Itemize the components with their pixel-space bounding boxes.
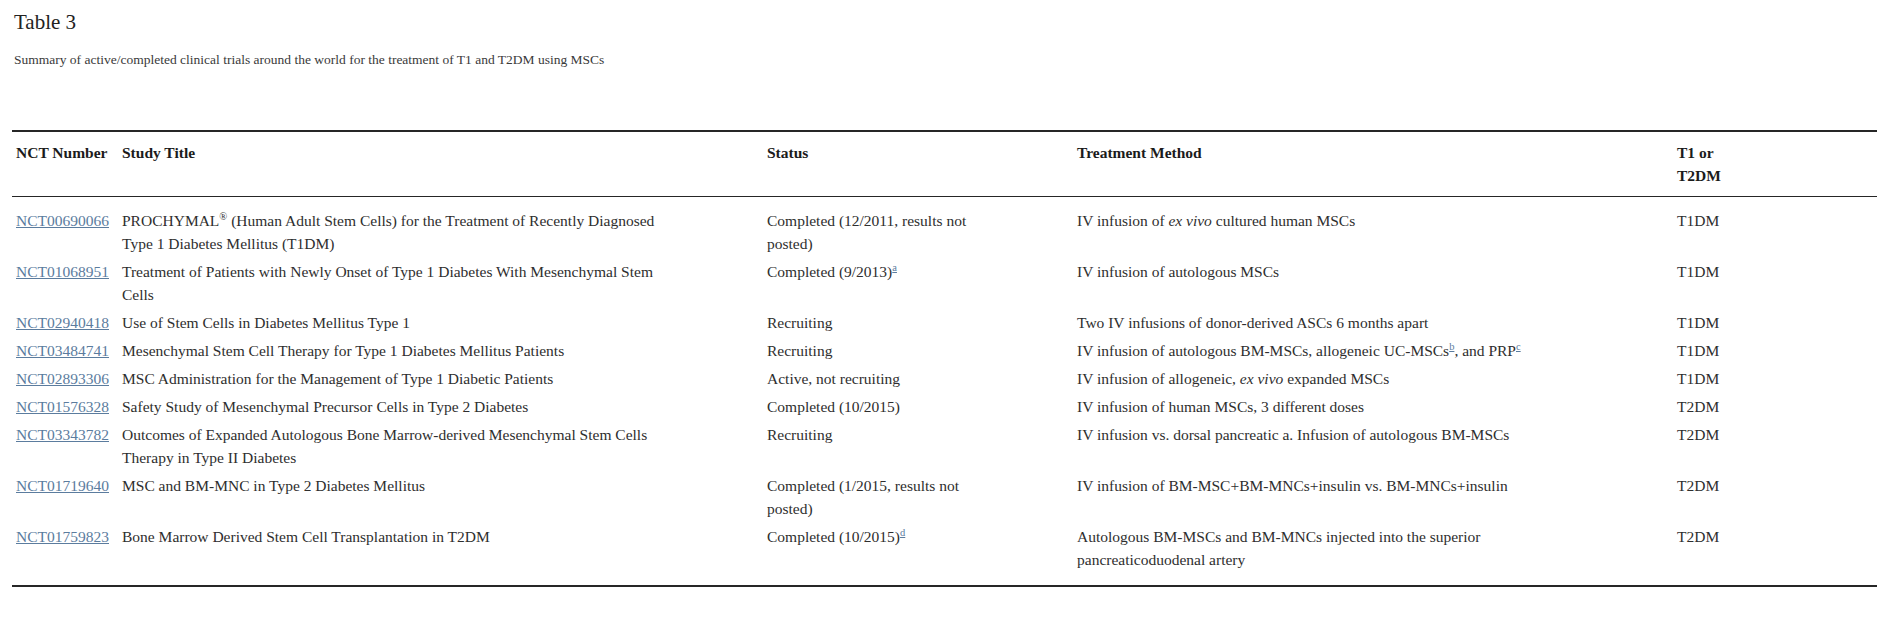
column-header: NCT Number [12, 131, 122, 197]
nct-number-cell: NCT00690066 [12, 197, 122, 259]
table-row: NCT03343782 Outcomes of Expanded Autologo… [12, 421, 1877, 472]
table-row: NCT03484741 Mesenchymal Stem Cell Therapy… [12, 337, 1877, 365]
nct-number-cell: NCT01576328 [12, 393, 122, 421]
nct-number-cell: NCT02893306 [12, 365, 122, 393]
table-body: NCT00690066 PROCHYMAL® (Human Adult Stem … [12, 197, 1877, 587]
nct-number-cell: NCT01068951 [12, 258, 122, 309]
nct-link[interactable]: NCT01576328 [16, 398, 109, 415]
status-cell: Completed (1/2015, results not posted) [767, 472, 1077, 523]
status-cell: Recruiting [767, 421, 1077, 472]
status-cell: Completed (10/2015)d [767, 523, 1077, 586]
table-row: NCT02893306 MSC Administration for the Ma… [12, 365, 1877, 393]
column-header: Treatment Method [1077, 131, 1677, 197]
status-cell: Active, not recruiting [767, 365, 1077, 393]
table-caption: Summary of active/completed clinical tri… [14, 52, 1878, 68]
registered-mark: ® [219, 211, 227, 222]
nct-link[interactable]: NCT01068951 [16, 263, 109, 280]
treatment-method-cell: IV infusion of autologous BM-MSCs, allog… [1077, 337, 1677, 365]
clinical-trials-table: NCT NumberStudy TitleStatusTreatment Met… [12, 130, 1877, 587]
footnote-link[interactable]: c [1516, 341, 1521, 352]
diabetes-type-cell: T2DM [1677, 472, 1877, 523]
study-title-cell: PROCHYMAL® (Human Adult Stem Cells) for … [122, 197, 767, 259]
column-header: Status [767, 131, 1077, 197]
status-cell: Recruiting [767, 309, 1077, 337]
nct-link[interactable]: NCT00690066 [16, 212, 109, 229]
study-title-cell: Bone Marrow Derived Stem Cell Transplant… [122, 523, 767, 586]
nct-link[interactable]: NCT02940418 [16, 314, 109, 331]
study-title-cell: MSC Administration for the Management of… [122, 365, 767, 393]
diabetes-type-cell: T2DM [1677, 421, 1877, 472]
table-row: NCT01576328 Safety Study of Mesenchymal P… [12, 393, 1877, 421]
status-cell: Recruiting [767, 337, 1077, 365]
treatment-method-cell: IV infusion of autologous MSCs [1077, 258, 1677, 309]
table-row: NCT02940418 Use of Stem Cells in Diabetes… [12, 309, 1877, 337]
treatment-method-cell: IV infusion of human MSCs, 3 different d… [1077, 393, 1677, 421]
treatment-method-cell: IV infusion of allogeneic, ex vivo expan… [1077, 365, 1677, 393]
treatment-method-cell: IV infusion vs. dorsal pancreatic a. Inf… [1077, 421, 1677, 472]
nct-link[interactable]: NCT03343782 [16, 426, 109, 443]
study-title-cell: Mesenchymal Stem Cell Therapy for Type 1… [122, 337, 767, 365]
nct-number-cell: NCT03484741 [12, 337, 122, 365]
study-title-cell: MSC and BM-MNC in Type 2 Diabetes Mellit… [122, 472, 767, 523]
nct-number-cell: NCT01719640 [12, 472, 122, 523]
status-cell: Completed (12/2011, results not posted) [767, 197, 1077, 259]
diabetes-type-cell: T1DM [1677, 365, 1877, 393]
footnote-link[interactable]: d [900, 527, 905, 538]
diabetes-type-cell: T1DM [1677, 337, 1877, 365]
nct-number-cell: NCT03343782 [12, 421, 122, 472]
table-row: NCT01719640 MSC and BM-MNC in Type 2 Diab… [12, 472, 1877, 523]
diabetes-type-cell: T2DM [1677, 523, 1877, 586]
nct-link[interactable]: NCT01719640 [16, 477, 109, 494]
treatment-method-cell: IV infusion of BM-MSC+BM-MNCs+insulin vs… [1077, 472, 1677, 523]
table-row: NCT00690066 PROCHYMAL® (Human Adult Stem … [12, 197, 1877, 259]
diabetes-type-cell: T1DM [1677, 197, 1877, 259]
study-title-cell: Outcomes of Expanded Autologous Bone Mar… [122, 421, 767, 472]
nct-link[interactable]: NCT02893306 [16, 370, 109, 387]
table-row: NCT01759823 Bone Marrow Derived Stem Cell… [12, 523, 1877, 586]
status-cell: Completed (10/2015) [767, 393, 1077, 421]
column-header: Study Title [122, 131, 767, 197]
status-cell: Completed (9/2013)a [767, 258, 1077, 309]
diabetes-type-cell: T1DM [1677, 258, 1877, 309]
study-title-cell: Use of Stem Cells in Diabetes Mellitus T… [122, 309, 767, 337]
table-title: Table 3 [14, 10, 1878, 35]
study-title-cell: Safety Study of Mesenchymal Precursor Ce… [122, 393, 767, 421]
footnote-link[interactable]: a [892, 262, 897, 273]
header-row: NCT NumberStudy TitleStatusTreatment Met… [12, 131, 1877, 197]
footnote-link[interactable]: b [1449, 341, 1454, 352]
nct-number-cell: NCT01759823 [12, 523, 122, 586]
nct-link[interactable]: NCT03484741 [16, 342, 109, 359]
treatment-method-cell: IV infusion of ex vivo cultured human MS… [1077, 197, 1677, 259]
nct-link[interactable]: NCT01759823 [16, 528, 109, 545]
treatment-method-cell: Two IV infusions of donor-derived ASCs 6… [1077, 309, 1677, 337]
column-header: T1 or T2DM [1677, 131, 1877, 197]
diabetes-type-cell: T2DM [1677, 393, 1877, 421]
diabetes-type-cell: T1DM [1677, 309, 1877, 337]
treatment-method-cell: Autologous BM-MSCs and BM-MNCs injected … [1077, 523, 1677, 586]
nct-number-cell: NCT02940418 [12, 309, 122, 337]
table-row: NCT01068951 Treatment of Patients with Ne… [12, 258, 1877, 309]
table-section: Table 3 Summary of active/completed clin… [0, 0, 1892, 587]
study-title-cell: Treatment of Patients with Newly Onset o… [122, 258, 767, 309]
